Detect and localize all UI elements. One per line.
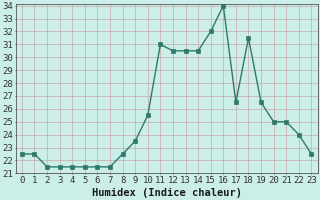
X-axis label: Humidex (Indice chaleur): Humidex (Indice chaleur) [92, 188, 242, 198]
